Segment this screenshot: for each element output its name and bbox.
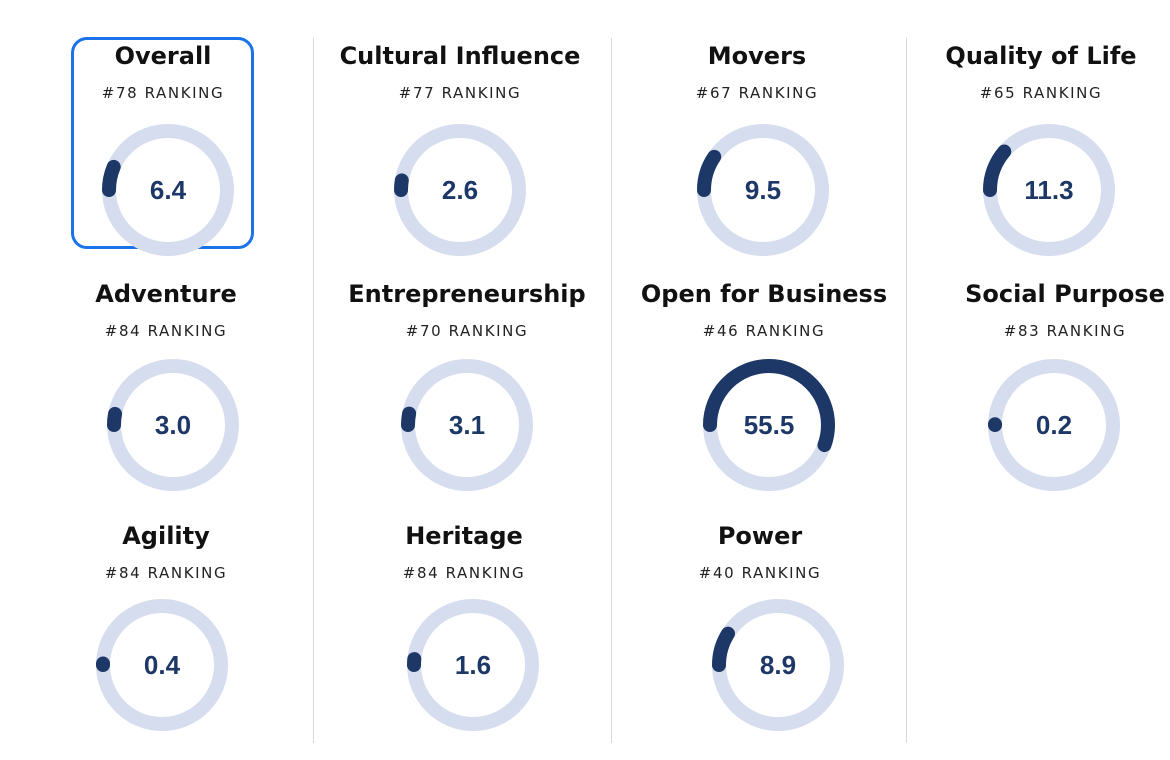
metric-ranking: #65 RANKING	[979, 84, 1103, 102]
score-gauge: 0.4	[92, 595, 232, 735]
column-divider	[313, 38, 314, 743]
metric-ranking: #84 RANKING	[104, 322, 228, 340]
metric-title: Heritage	[405, 522, 523, 550]
gauge-ring	[712, 599, 844, 731]
gauge-progress-arc	[96, 599, 228, 731]
score-value: 9.5	[744, 175, 782, 205]
gauge-progress-arc	[703, 359, 835, 491]
metric-card-power[interactable]: Power #40 RANKING 8.9	[615, 520, 905, 750]
gauge-ring	[96, 599, 228, 731]
gauge-progress-arc	[102, 124, 234, 256]
gauge-progress-arc	[697, 124, 829, 256]
score-value: 0.2	[1035, 410, 1073, 440]
gauge-ring	[401, 359, 533, 491]
score-value: 0.4	[143, 650, 181, 680]
score-value: 8.9	[759, 650, 797, 680]
metric-ranking: #83 RANKING	[1003, 322, 1127, 340]
score-value: 55.5	[743, 410, 795, 440]
metric-title: Agility	[122, 522, 210, 550]
metric-title: Quality of Life	[945, 42, 1137, 70]
metric-card-social-purpose[interactable]: Social Purpose #83 RANKING 0.2	[920, 278, 1170, 508]
metric-card-open-for-business[interactable]: Open for Business #46 RANKING 55.5	[619, 278, 909, 508]
metric-title: Entrepreneurship	[348, 280, 586, 308]
column-divider	[611, 38, 612, 743]
metric-ranking: #70 RANKING	[405, 322, 529, 340]
score-value: 6.4	[149, 175, 187, 205]
metric-ranking: #40 RANKING	[698, 564, 822, 582]
metric-title: Adventure	[95, 280, 237, 308]
metric-ranking: #46 RANKING	[702, 322, 826, 340]
metric-title: Cultural Influence	[339, 42, 581, 70]
gauge-ring	[394, 124, 526, 256]
score-value: 3.1	[448, 410, 486, 440]
gauge-ring	[703, 359, 835, 491]
metric-title: Overall	[114, 42, 212, 70]
gauge-ring	[983, 124, 1115, 256]
metric-card-movers[interactable]: Movers #67 RANKING 9.5	[612, 40, 902, 270]
score-gauge: 11.3	[979, 120, 1119, 260]
gauge-progress-arc	[988, 359, 1120, 491]
metric-card-cultural-influence[interactable]: Cultural Influence #77 RANKING 2.6	[315, 40, 605, 270]
gauge-progress-arc	[401, 359, 533, 491]
metric-ranking: #84 RANKING	[104, 564, 228, 582]
metric-card-adventure[interactable]: Adventure #84 RANKING 3.0	[21, 278, 311, 508]
metric-card-entrepreneurship[interactable]: Entrepreneurship #70 RANKING 3.1	[322, 278, 612, 508]
metric-card-heritage[interactable]: Heritage #84 RANKING 1.6	[319, 520, 609, 750]
score-gauge: 1.6	[403, 595, 543, 735]
score-gauge: 8.9	[708, 595, 848, 735]
score-value: 3.0	[154, 410, 192, 440]
metric-title: Social Purpose	[965, 280, 1165, 308]
gauge-progress-arc	[407, 599, 539, 731]
metric-ranking: #77 RANKING	[398, 84, 522, 102]
gauge-ring	[102, 124, 234, 256]
gauge-ring	[107, 359, 239, 491]
score-gauge: 0.2	[984, 355, 1124, 495]
score-gauge: 55.5	[699, 355, 839, 495]
metric-title: Power	[717, 522, 803, 550]
metric-card-quality-of-life[interactable]: Quality of Life #65 RANKING 11.3	[896, 40, 1170, 270]
gauge-progress-arc	[983, 124, 1115, 256]
gauge-ring	[407, 599, 539, 731]
metric-ranking: #67 RANKING	[695, 84, 819, 102]
metric-card-overall[interactable]: Overall #78 RANKING 6.4	[18, 40, 308, 270]
gauge-progress-arc	[107, 359, 239, 491]
score-gauge: 2.6	[390, 120, 530, 260]
gauge-progress-arc	[712, 599, 844, 731]
metric-ranking: #78 RANKING	[101, 84, 225, 102]
score-gauge: 3.1	[397, 355, 537, 495]
metric-title: Open for Business	[640, 280, 888, 308]
score-gauge: 6.4	[98, 120, 238, 260]
metric-card-agility[interactable]: Agility #84 RANKING 0.4	[21, 520, 311, 750]
gauge-ring	[697, 124, 829, 256]
gauge-progress-arc	[394, 124, 526, 256]
score-gauge: 3.0	[103, 355, 243, 495]
score-value: 11.3	[1024, 175, 1074, 205]
metric-ranking: #84 RANKING	[402, 564, 526, 582]
gauge-ring	[988, 359, 1120, 491]
metric-title: Movers	[707, 42, 807, 70]
score-value: 2.6	[441, 175, 479, 205]
column-divider	[906, 38, 907, 743]
score-value: 1.6	[454, 650, 492, 680]
score-gauge: 9.5	[693, 120, 833, 260]
